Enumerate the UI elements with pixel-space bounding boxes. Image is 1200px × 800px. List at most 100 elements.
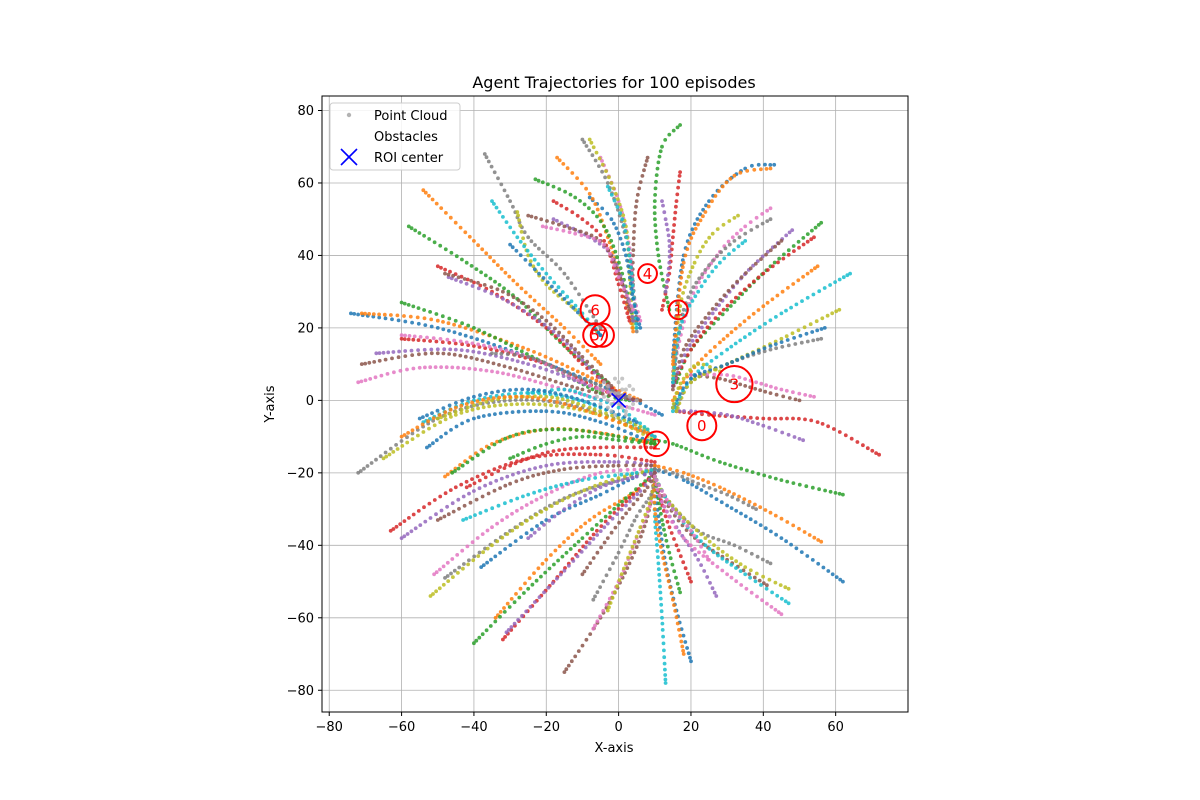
trajectory-point: [618, 468, 623, 473]
trajectory-point: [472, 641, 476, 646]
trajectory-point: [453, 469, 457, 473]
trajectory-point: [501, 637, 505, 642]
trajectory-point: [544, 409, 549, 414]
trajectory-point: [677, 294, 681, 299]
obstacle-6: 6: [579, 294, 611, 326]
trajectory-point: [456, 275, 461, 280]
trajectory-point: [502, 606, 506, 610]
trajectory-point: [570, 532, 575, 537]
obstacle-label: 2: [652, 435, 662, 453]
trajectory-point: [671, 442, 675, 446]
trajectory-point: [695, 539, 700, 543]
trajectory-point: [568, 547, 573, 551]
trajectory-point: [554, 404, 559, 408]
trajectory-point: [679, 639, 684, 644]
trajectory-point: [698, 212, 703, 217]
trajectory-point: [532, 571, 536, 575]
trajectory-point: [785, 479, 790, 484]
trajectory-point: [470, 400, 474, 405]
trajectory-point: [356, 312, 360, 317]
trajectory-point: [577, 452, 582, 457]
trajectory-point: [593, 202, 598, 207]
trajectory-point: [826, 424, 830, 429]
trajectory-point: [405, 435, 409, 440]
trajectory-point: [514, 394, 518, 399]
trajectory-point: [470, 407, 475, 412]
trajectory-point: [665, 573, 670, 578]
trajectory-point: [687, 303, 692, 308]
trajectory-point: [587, 137, 592, 142]
trajectory-point: [626, 247, 631, 252]
trajectory-point: [812, 535, 817, 540]
trajectory-point: [772, 162, 777, 167]
trajectory-point: [599, 374, 604, 378]
trajectory-point: [675, 406, 680, 410]
trajectory-point: [838, 577, 843, 582]
trajectory-point: [613, 249, 618, 254]
trajectory-point: [532, 315, 537, 320]
trajectory-point: [733, 465, 738, 469]
trajectory-point: [377, 358, 382, 363]
trajectory-point: [664, 295, 669, 300]
trajectory-point: [514, 432, 519, 437]
trajectory-point: [508, 199, 512, 204]
trajectory-point: [579, 550, 584, 554]
trajectory-point: [460, 463, 465, 468]
trajectory-point: [695, 338, 699, 343]
trajectory-point: [709, 359, 714, 363]
trajectory-point: [579, 525, 583, 529]
trajectory-point: [428, 339, 432, 343]
y-tick-label: −40: [287, 539, 314, 554]
trajectory-point: [555, 400, 559, 404]
trajectory-point: [676, 548, 681, 553]
trajectory-series: [671, 239, 784, 392]
trajectory-series: [417, 387, 639, 424]
trajectory-point: [501, 215, 505, 219]
trajectory-point: [537, 402, 542, 407]
trajectory-point: [506, 292, 511, 297]
trajectory-point: [472, 416, 476, 421]
trajectory-point: [497, 363, 501, 367]
trajectory-point: [713, 345, 717, 349]
trajectory-point: [764, 586, 769, 591]
trajectory-point: [742, 497, 747, 501]
trajectory-point: [802, 530, 807, 534]
trajectory-point: [658, 149, 663, 154]
trajectory-point: [490, 472, 494, 477]
trajectory-point: [799, 550, 804, 554]
trajectory-point: [526, 536, 531, 540]
trajectory-point: [741, 500, 746, 505]
trajectory-point: [654, 179, 658, 184]
trajectory-point: [472, 481, 477, 486]
trajectory-point: [435, 264, 440, 269]
trajectory-point: [642, 489, 647, 493]
trajectory-point: [378, 454, 383, 459]
trajectory-point: [719, 500, 724, 505]
trajectory-series: [652, 467, 758, 511]
trajectory-point: [753, 261, 758, 266]
trajectory-point: [472, 280, 476, 285]
trajectory-point: [610, 486, 615, 491]
trajectory-point: [553, 326, 557, 331]
trajectory-point: [738, 562, 743, 567]
trajectory-point: [571, 493, 576, 497]
trajectory-point: [580, 217, 585, 222]
trajectory-point: [561, 334, 566, 339]
trajectory-point: [474, 638, 479, 643]
trajectory-point: [588, 383, 593, 388]
trajectory-point: [750, 163, 754, 168]
trajectory-point: [522, 409, 527, 414]
trajectory-point: [510, 410, 515, 414]
trajectory-point: [678, 123, 682, 127]
trajectory-point: [437, 413, 442, 417]
trajectory-point: [609, 181, 614, 185]
trajectory-point: [405, 367, 409, 372]
trajectory-point: [570, 210, 575, 215]
trajectory-point: [678, 281, 683, 286]
trajectory-point: [712, 482, 716, 487]
trajectory-point: [730, 235, 735, 240]
trajectory-point: [505, 352, 510, 357]
trajectory-point: [526, 304, 531, 309]
trajectory-point: [415, 315, 420, 320]
trajectory-point: [758, 523, 763, 527]
